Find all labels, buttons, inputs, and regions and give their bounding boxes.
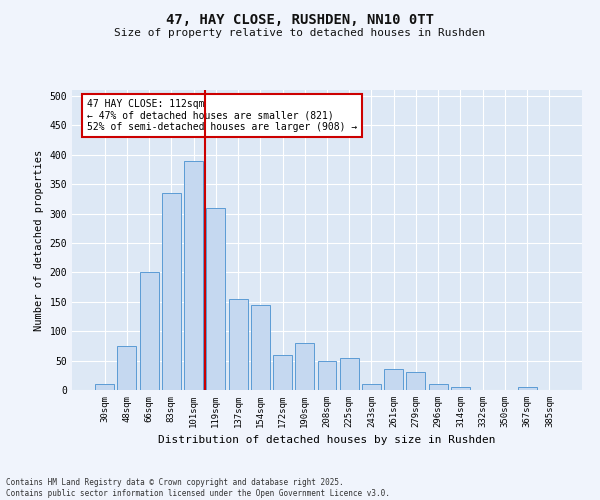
Bar [406,372,425,390]
Bar [362,384,381,390]
Bar [273,354,292,390]
Bar [162,193,181,390]
Text: 47 HAY CLOSE: 112sqm
← 47% of detached houses are smaller (821)
52% of semi-deta: 47 HAY CLOSE: 112sqm ← 47% of detached h… [88,99,358,132]
Bar [95,384,114,390]
Bar [317,360,337,390]
Bar [206,208,225,390]
Bar [340,358,359,390]
X-axis label: Distribution of detached houses by size in Rushden: Distribution of detached houses by size … [158,436,496,446]
Text: 47, HAY CLOSE, RUSHDEN, NN10 0TT: 47, HAY CLOSE, RUSHDEN, NN10 0TT [166,12,434,26]
Bar [118,346,136,390]
Bar [184,160,203,390]
Bar [229,299,248,390]
Text: Contains HM Land Registry data © Crown copyright and database right 2025.
Contai: Contains HM Land Registry data © Crown c… [6,478,390,498]
Bar [295,343,314,390]
Bar [251,304,270,390]
Bar [384,370,403,390]
Bar [140,272,158,390]
Bar [451,387,470,390]
Y-axis label: Number of detached properties: Number of detached properties [34,150,44,330]
Bar [429,384,448,390]
Text: Size of property relative to detached houses in Rushden: Size of property relative to detached ho… [115,28,485,38]
Bar [518,387,536,390]
